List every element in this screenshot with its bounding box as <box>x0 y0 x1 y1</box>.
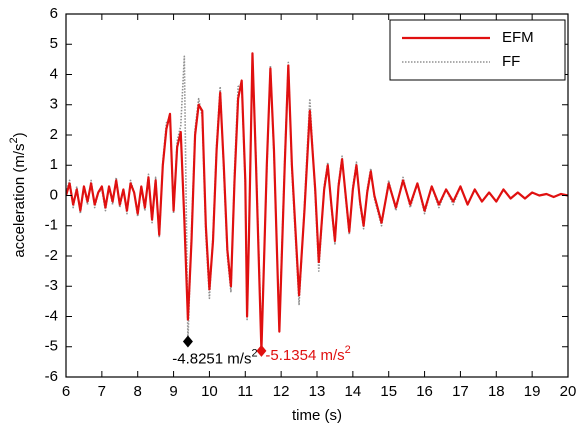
y-tick-label: 6 <box>50 5 58 22</box>
y-tick-label: 4 <box>50 65 58 82</box>
x-tick-label: 7 <box>98 383 106 400</box>
x-tick-label: 11 <box>237 383 253 400</box>
y-tick-label: -6 <box>45 368 58 385</box>
y-tick-label: 0 <box>50 186 58 203</box>
annotation-label: -5.1354 m/s2 <box>265 344 350 364</box>
x-tick-label: 20 <box>560 383 577 400</box>
x-tick-label: 13 <box>309 383 326 400</box>
series-line <box>66 52 568 352</box>
x-tick-label: 8 <box>134 383 142 400</box>
x-tick-label: 10 <box>201 383 218 400</box>
y-tick-label: -4 <box>45 307 58 324</box>
annotation-marker <box>182 335 193 348</box>
y-tick-label: 5 <box>50 35 58 52</box>
y-axis-label-end: ) <box>11 132 28 137</box>
x-tick-label: 16 <box>416 383 433 400</box>
y-axis-label-text: acceleration (m/s <box>11 143 28 257</box>
y-tick-label: 2 <box>50 126 58 143</box>
y-tick-label: -5 <box>45 338 58 355</box>
x-tick-label: 12 <box>273 383 290 400</box>
x-tick-label: 17 <box>452 383 469 400</box>
annotation-text: -4.8251 m/s <box>172 350 251 367</box>
legend-box <box>389 19 566 81</box>
annotation-label: -4.8251 m/s2 <box>172 347 257 367</box>
annotation-sup: 2 <box>345 344 351 356</box>
annotation-marker <box>256 344 267 357</box>
x-tick-label: 9 <box>169 383 177 400</box>
x-axis-label: time (s) <box>292 407 342 424</box>
x-tick-label: 15 <box>380 383 397 400</box>
series-line <box>66 55 568 343</box>
x-tick-label: 14 <box>345 383 362 400</box>
y-tick-label: 3 <box>50 96 58 113</box>
y-axis-label-sup: 2 <box>8 137 20 143</box>
y-tick-label: -1 <box>45 217 58 234</box>
y-tick-label: 1 <box>50 156 58 173</box>
legend-label: EFM <box>502 29 534 46</box>
annotation-sup: 2 <box>251 347 257 359</box>
x-tick-label: 19 <box>524 383 541 400</box>
y-tick-label: -2 <box>45 247 58 264</box>
x-tick-label: 6 <box>62 383 70 400</box>
y-axis-label: acceleration (m/s2) <box>8 132 28 257</box>
legend-label: FF <box>502 53 520 70</box>
y-tick-label: -3 <box>45 277 58 294</box>
annotation-text: -5.1354 m/s <box>265 347 344 364</box>
x-tick-label: 18 <box>488 383 505 400</box>
